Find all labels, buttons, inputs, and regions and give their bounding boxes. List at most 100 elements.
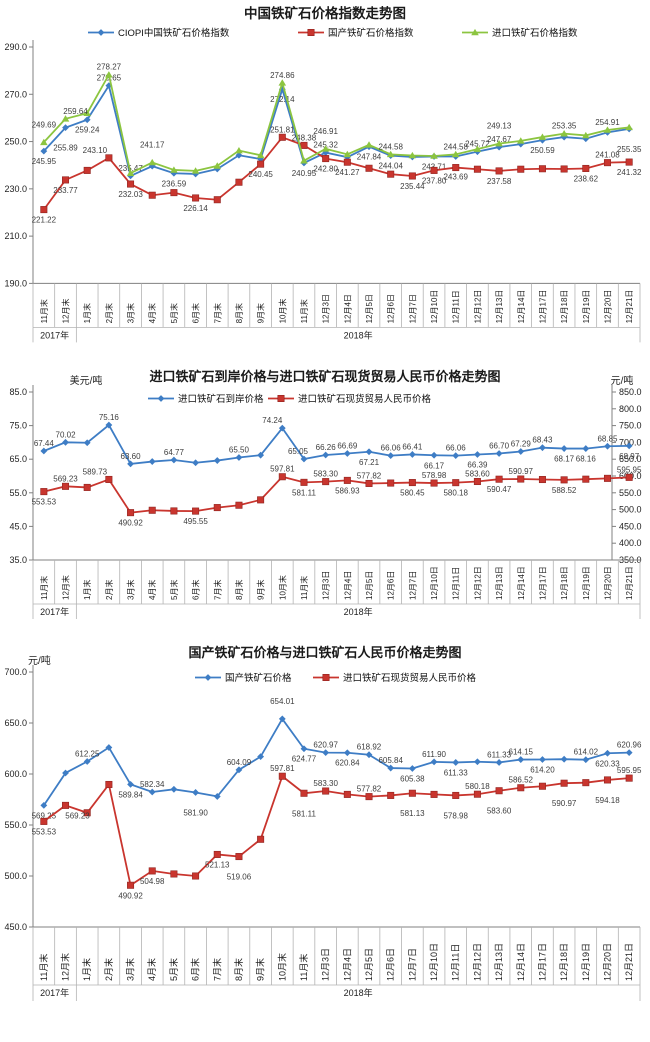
svg-text:249.69: 249.69 — [32, 120, 57, 129]
svg-text:750.0: 750.0 — [619, 421, 642, 431]
svg-text:221.22: 221.22 — [32, 216, 57, 225]
svg-text:578.98: 578.98 — [422, 471, 447, 480]
svg-text:550.0: 550.0 — [4, 820, 27, 830]
svg-text:244.04: 244.04 — [378, 162, 403, 171]
svg-text:590.97: 590.97 — [509, 467, 534, 476]
svg-text:65.50: 65.50 — [229, 446, 250, 455]
svg-text:8月末: 8月末 — [234, 580, 244, 600]
svg-text:12月21日: 12月21日 — [625, 566, 634, 600]
svg-text:2017年: 2017年 — [40, 329, 69, 340]
svg-text:583.60: 583.60 — [487, 807, 512, 816]
svg-text:237.58: 237.58 — [487, 177, 512, 186]
svg-text:12月17日: 12月17日 — [537, 943, 547, 981]
svg-text:450.0: 450.0 — [619, 521, 642, 531]
svg-text:67.29: 67.29 — [511, 440, 532, 449]
svg-text:583.60: 583.60 — [465, 470, 490, 479]
svg-text:620.33: 620.33 — [595, 759, 620, 768]
svg-text:580.45: 580.45 — [400, 489, 425, 498]
svg-text:248.38: 248.38 — [292, 133, 317, 142]
svg-text:7月末: 7月末 — [212, 303, 222, 323]
svg-text:6月末: 6月末 — [190, 958, 201, 981]
svg-text:6月末: 6月末 — [191, 303, 201, 323]
chart-ciopi-index-trend: 中国铁矿石价格指数走势图 290.0 270.0 250.0 230.0 210.0 190… — [0, 0, 650, 355]
svg-text:242.80: 242.80 — [313, 165, 338, 174]
svg-text:272.14: 272.14 — [270, 95, 295, 104]
svg-text:74.24: 74.24 — [262, 416, 283, 425]
svg-text:583.30: 583.30 — [313, 779, 338, 788]
svg-text:11月末: 11月末 — [299, 299, 309, 323]
svg-text:569.23: 569.23 — [65, 811, 90, 820]
svg-text:12月20日: 12月20日 — [603, 290, 612, 324]
svg-text:8月末: 8月末 — [234, 303, 244, 323]
svg-text:4月末: 4月末 — [147, 303, 157, 323]
svg-text:581.11: 581.11 — [292, 809, 316, 818]
svg-text:597.81: 597.81 — [270, 764, 295, 773]
svg-text:2月末: 2月末 — [104, 580, 114, 600]
svg-text:12月18日: 12月18日 — [559, 943, 569, 981]
svg-text:450.0: 450.0 — [4, 922, 27, 932]
svg-text:12月19日: 12月19日 — [581, 943, 591, 981]
svg-text:800.0: 800.0 — [619, 404, 642, 414]
svg-text:589.73: 589.73 — [83, 467, 108, 476]
svg-text:581.13: 581.13 — [400, 809, 425, 818]
svg-text:190.0: 190.0 — [4, 278, 27, 288]
svg-text:64.77: 64.77 — [164, 448, 185, 457]
svg-text:5月末: 5月末 — [169, 580, 179, 600]
svg-text:612.25: 612.25 — [75, 750, 100, 759]
svg-text:255.89: 255.89 — [53, 144, 78, 153]
svg-text:11月末: 11月末 — [38, 954, 49, 981]
svg-text:519.06: 519.06 — [227, 873, 252, 882]
chart-import-cif-vs-rmb-spot-trend: 进口铁矿石到岸价格与进口铁矿石现货贸易人民币价格走势图 美元/吨 元/吨 85.0 75… — [0, 355, 650, 640]
svg-text:12月20日: 12月20日 — [603, 566, 612, 600]
svg-text:12月7日: 12月7日 — [408, 571, 417, 600]
svg-text:12月12日: 12月12日 — [473, 566, 482, 600]
svg-text:604.09: 604.09 — [227, 758, 252, 767]
svg-text:5月末: 5月末 — [169, 303, 179, 323]
svg-text:9月末: 9月末 — [255, 958, 266, 981]
svg-text:45.0: 45.0 — [9, 521, 27, 531]
svg-text:7月末: 7月末 — [211, 958, 222, 981]
svg-text:259.64: 259.64 — [63, 107, 88, 116]
svg-text:12月13日: 12月13日 — [495, 290, 504, 324]
svg-text:586.52: 586.52 — [509, 776, 534, 785]
svg-text:2017年: 2017年 — [40, 606, 69, 617]
svg-text:614.15: 614.15 — [509, 748, 534, 757]
svg-text:238.62: 238.62 — [574, 174, 599, 183]
svg-text:70.02: 70.02 — [56, 430, 77, 439]
svg-text:270.0: 270.0 — [4, 89, 27, 99]
chart-domestic-vs-import-rmb-trend: 国产铁矿石价格与进口铁矿石人民币价格走势图 元/吨 700.0 650.0 600.0 5… — [0, 640, 650, 1042]
svg-text:620.97: 620.97 — [313, 741, 338, 750]
svg-text:12月末: 12月末 — [60, 953, 71, 981]
svg-text:605.84: 605.84 — [378, 756, 403, 765]
chart-svg: 中国铁矿石价格指数走势图 290.0 270.0 250.0 230.0 210.0 190… — [4, 5, 642, 343]
svg-text:241.27: 241.27 — [335, 168, 360, 177]
svg-text:12月12日: 12月12日 — [473, 290, 482, 324]
svg-text:55.0: 55.0 — [9, 488, 27, 498]
svg-text:12月17日: 12月17日 — [538, 290, 547, 324]
svg-text:美元/吨: 美元/吨 — [70, 374, 103, 387]
svg-text:68.85: 68.85 — [597, 434, 618, 443]
svg-text:7月末: 7月末 — [212, 580, 222, 600]
svg-text:241.32: 241.32 — [617, 168, 642, 177]
svg-text:12月21日: 12月21日 — [625, 290, 634, 324]
svg-text:597.81: 597.81 — [270, 465, 295, 474]
svg-text:618.92: 618.92 — [357, 743, 382, 752]
svg-text:12月14日: 12月14日 — [516, 943, 526, 981]
svg-text:611.33: 611.33 — [444, 768, 468, 777]
svg-text:245.95: 245.95 — [32, 157, 57, 166]
svg-text:250.0: 250.0 — [4, 137, 27, 147]
svg-text:12月11日: 12月11日 — [452, 567, 461, 600]
svg-text:进口铁矿石到岸价格: 进口铁矿石到岸价格 — [178, 393, 264, 405]
svg-text:11月末: 11月末 — [299, 576, 309, 600]
chart-svg: 进口铁矿石到岸价格与进口铁矿石现货贸易人民币价格走势图 美元/吨 元/吨 85.0 75… — [9, 369, 642, 619]
svg-text:元/吨: 元/吨 — [28, 654, 51, 667]
svg-text:9月末: 9月末 — [256, 303, 266, 323]
svg-text:12月7日: 12月7日 — [407, 948, 417, 981]
svg-text:66.41: 66.41 — [402, 442, 423, 451]
svg-text:12月5日: 12月5日 — [365, 294, 374, 323]
svg-text:75.16: 75.16 — [99, 413, 120, 422]
svg-text:235.44: 235.44 — [400, 182, 425, 191]
svg-text:12月4日: 12月4日 — [343, 294, 352, 323]
svg-text:9月末: 9月末 — [256, 580, 266, 600]
svg-text:1月末: 1月末 — [81, 958, 92, 981]
